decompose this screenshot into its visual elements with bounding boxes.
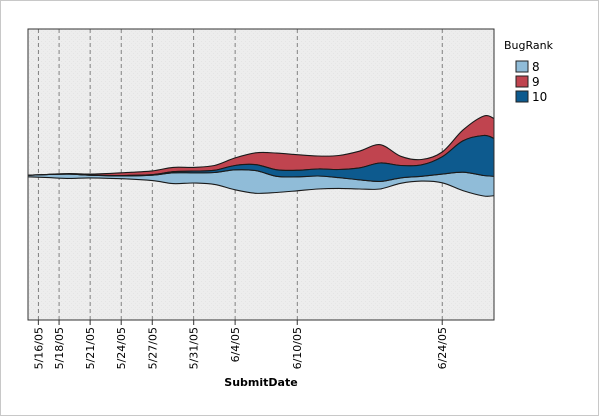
x-tick-label: 5/21/05 [84,327,97,369]
x-tick-label: 5/24/05 [115,327,128,369]
legend-label-9: 9 [532,75,540,89]
legend-label-8: 8 [532,60,540,74]
x-tick-label: 6/4/05 [229,327,242,362]
x-axis: 5/16/05 5/18/05 5/21/05 5/24/05 5/27/05 5/31/… [32,320,449,369]
legend-swatch-10 [515,90,529,103]
legend-title: BugRank [504,39,554,52]
stream-layer [28,115,494,197]
x-tick-label: 6/10/05 [291,327,304,369]
x-tick-label: 5/16/05 [32,327,45,369]
legend-label-10: 10 [532,90,547,104]
x-tick-label: 5/18/05 [53,327,66,369]
series-10-area [28,134,494,182]
x-axis-title: SubmitDate [224,376,297,389]
plot-border [27,28,495,321]
legend-swatch-9 [515,75,529,88]
x-tick-label: 6/24/05 [436,327,449,369]
x-tick-label: 5/31/05 [188,327,201,369]
legend-swatch-8 [515,60,529,73]
x-tick-label: 5/27/05 [146,327,159,369]
